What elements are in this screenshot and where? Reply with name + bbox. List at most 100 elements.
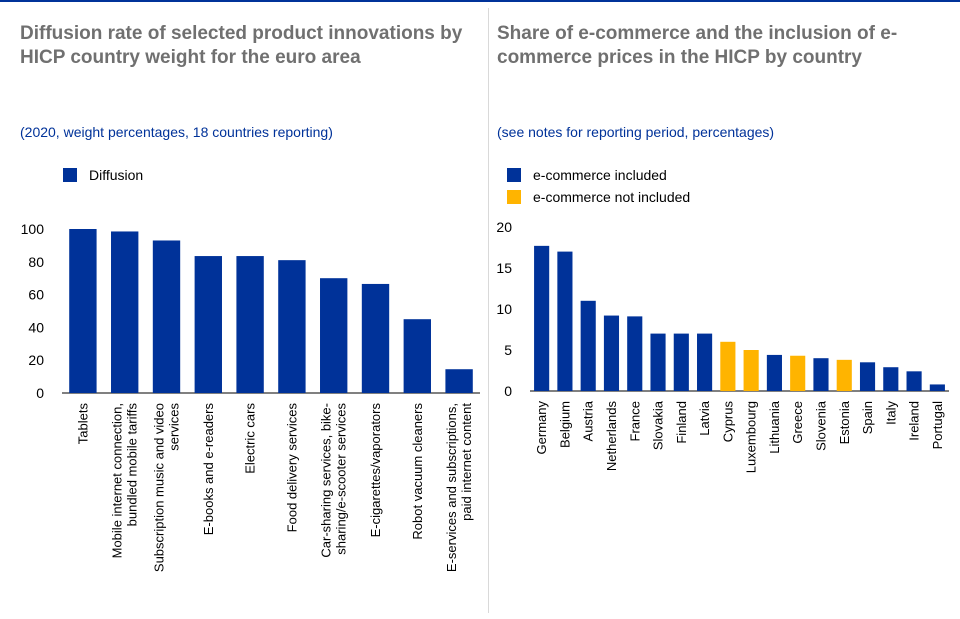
legend-label-included: e-commerce included	[533, 167, 667, 183]
diffusion-y-tick-label: 20	[28, 352, 44, 368]
chart-title-diffusion: Diffusion rate of selected product innov…	[20, 23, 463, 68]
diffusion-category-label: Food delivery services	[284, 403, 299, 533]
ecommerce-category-line: Latvia	[697, 400, 712, 435]
ecommerce-category-label: France	[627, 401, 642, 441]
ecommerce-category-label: Spain	[860, 401, 875, 434]
ecommerce-category-line: Belgium	[557, 401, 572, 448]
diffusion-category-label: E-cigarettes/vaporators	[368, 403, 383, 538]
ecommerce-category-label: Portugal	[930, 401, 945, 450]
ecommerce-category-line: Lithuania	[767, 400, 782, 454]
ecommerce-category-line: Slovakia	[651, 400, 666, 450]
ecommerce-category-line: Italy	[883, 401, 898, 425]
ecommerce-y-tick-label: 5	[504, 342, 512, 358]
ecommerce-bar	[557, 251, 573, 391]
chart-subtitle-diffusion: (2020, weight percentages, 18 countries …	[20, 124, 333, 140]
legend-ecommerce: e-commerce included e-commerce not inclu…	[507, 164, 690, 208]
ecommerce-y-tick-label: 0	[504, 383, 512, 399]
ecommerce-category-line: Portugal	[930, 401, 945, 450]
ecommerce-bar	[534, 245, 550, 391]
panel-ecommerce: Share of e-commerce and the inclusion of…	[489, 0, 960, 619]
panel-diffusion: Diffusion rate of selected product innov…	[20, 23, 480, 573]
chart-title-ecommerce: Share of e-commerce and the inclusion of…	[497, 23, 898, 68]
panel-divider	[488, 8, 489, 613]
ecommerce-category-label: Lithuania	[767, 400, 782, 454]
ecommerce-category-label: Latvia	[697, 400, 712, 435]
diffusion-y-tick-label: 100	[21, 221, 45, 237]
diffusion-category-label: Robot vacuum cleaners	[410, 403, 425, 540]
ecommerce-bar-chart: 0 5 10 15 20 Germany Belgium Austria Netherlands…	[496, 219, 949, 473]
ecommerce-category-line: Austria	[581, 400, 596, 441]
diffusion-category-line: paid internet content	[459, 403, 474, 521]
diffusion-category-line: Food delivery services	[284, 403, 299, 533]
ecommerce-category-label: Netherlands	[604, 401, 619, 472]
diffusion-category-line: Tablets	[75, 403, 90, 445]
diffusion-category-line: Car-sharing services, bike-	[319, 403, 334, 558]
diffusion-category-line: services	[167, 403, 182, 451]
ecommerce-bar	[650, 333, 666, 391]
diffusion-category-line: bundled mobile tariffs	[125, 403, 140, 527]
ecommerce-category-line: France	[627, 401, 642, 441]
ecommerce-category-line: Finland	[674, 401, 689, 444]
ecommerce-category-label: Finland	[674, 401, 689, 444]
diffusion-y-tick-label: 80	[28, 254, 44, 270]
diffusion-bar-chart: 0 20 40 60 80 100 Tablets Mobile internet conne…	[21, 221, 480, 573]
chart-subtitle-ecommerce: (see notes for reporting period, percent…	[497, 124, 775, 140]
ecommerce-category-line: Greece	[790, 401, 805, 444]
legend-swatch-included	[507, 168, 521, 182]
diffusion-category-label: E-books and e-readers	[201, 403, 216, 536]
ecommerce-category-label: Slovakia	[651, 400, 666, 450]
diffusion-bar	[445, 369, 473, 393]
ecommerce-category-line: Spain	[860, 401, 875, 434]
ecommerce-category-label: Germany	[534, 401, 549, 455]
diffusion-category-label: Car-sharing services, bike-sharing/e-sco…	[319, 403, 349, 558]
ecommerce-category-line: Cyprus	[720, 401, 735, 443]
legend-label-not-included: e-commerce not included	[533, 189, 691, 205]
diffusion-y-tick-label: 0	[36, 385, 44, 401]
diffusion-bar	[111, 231, 139, 393]
top-rule	[0, 0, 960, 2]
legend-swatch-diffusion	[63, 168, 77, 182]
ecommerce-bar	[859, 362, 876, 391]
diffusion-category-line: E-services and subscriptions,	[444, 403, 459, 572]
ecommerce-bar	[813, 358, 829, 391]
diffusion-category-line: Mobile internet connection,	[110, 403, 125, 558]
ecommerce-category-line: Germany	[534, 401, 549, 455]
ecommerce-category-line: Luxembourg	[744, 401, 759, 473]
ecommerce-bar	[627, 316, 643, 391]
ecommerce-bar	[766, 354, 782, 391]
diffusion-category-line: sharing/e-scooter services	[334, 403, 349, 555]
ecommerce-category-label: Austria	[581, 400, 596, 441]
ecommerce-bar	[603, 315, 620, 391]
ecommerce-category-label: Belgium	[557, 401, 572, 448]
ecommerce-bar	[580, 300, 596, 391]
ecommerce-y-tick-label: 15	[496, 260, 512, 276]
ecommerce-bar	[906, 371, 922, 391]
diffusion-y-tick-label: 40	[28, 319, 44, 335]
diffusion-category-line: E-cigarettes/vaporators	[368, 403, 383, 538]
diffusion-category-label: Electric cars	[243, 403, 258, 474]
ecommerce-category-line: Estonia	[837, 400, 852, 444]
ecommerce-category-line: Slovenia	[813, 400, 828, 451]
legend-diffusion: Diffusion	[63, 164, 143, 186]
diffusion-category-label: Tablets	[75, 403, 90, 445]
ecommerce-category-label: Greece	[790, 401, 805, 444]
ecommerce-category-label: Estonia	[837, 400, 852, 444]
ecommerce-bar	[929, 384, 945, 391]
diffusion-bar	[320, 278, 348, 393]
ecommerce-bar	[790, 355, 806, 391]
diffusion-category-label: E-services and subscriptions,paid intern…	[444, 403, 474, 572]
ecommerce-bar	[673, 333, 689, 391]
diffusion-bar	[152, 240, 181, 393]
diffusion-bar	[69, 229, 97, 393]
legend-swatch-not-included	[507, 190, 521, 204]
diffusion-category-line: E-books and e-readers	[201, 403, 216, 536]
ecommerce-category-line: Ireland	[907, 401, 922, 441]
diffusion-bar	[194, 256, 222, 393]
legend-item-diffusion: Diffusion	[63, 164, 143, 186]
diffusion-category-label: Subscription music and videoservices	[152, 403, 182, 573]
ecommerce-category-label: Cyprus	[720, 401, 735, 443]
ecommerce-bar	[883, 367, 899, 391]
legend-item-not-included: e-commerce not included	[507, 186, 690, 208]
diffusion-bar	[278, 260, 306, 393]
legend-item-included: e-commerce included	[507, 164, 690, 186]
